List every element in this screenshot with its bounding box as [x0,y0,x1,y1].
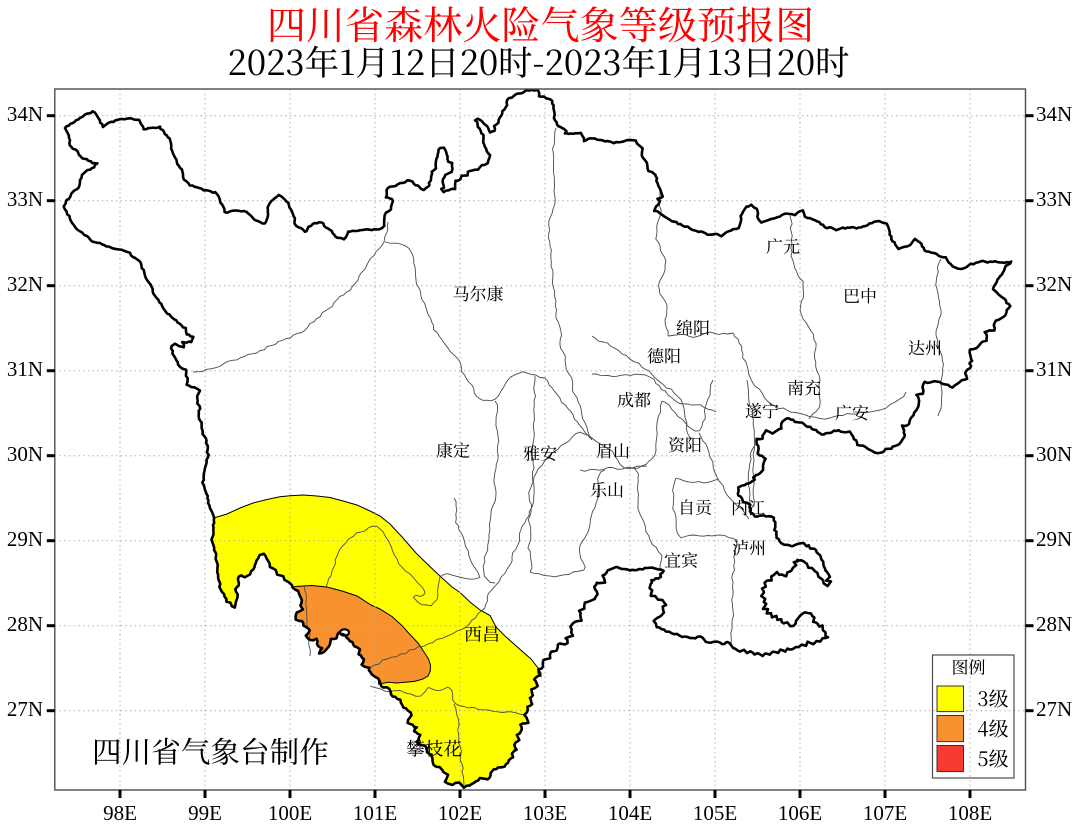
svg-text:34N: 34N [7,102,43,126]
svg-text:29N: 29N [7,527,43,551]
svg-text:34N: 34N [1036,102,1072,126]
svg-text:33N: 33N [7,187,43,211]
svg-text:27N: 27N [1036,697,1072,721]
svg-text:31N: 31N [1036,357,1072,381]
svg-text:32N: 32N [7,272,43,296]
svg-text:102E: 102E [438,801,482,825]
svg-text:98E: 98E [103,801,137,825]
svg-text:107E: 107E [863,801,907,825]
svg-text:99E: 99E [188,801,222,825]
svg-text:105E: 105E [693,801,737,825]
svg-text:27N: 27N [7,697,43,721]
svg-text:31N: 31N [7,357,43,381]
svg-text:28N: 28N [1036,612,1072,636]
svg-text:32N: 32N [1036,272,1072,296]
svg-text:29N: 29N [1036,527,1072,551]
svg-text:106E: 106E [778,801,822,825]
svg-text:103E: 103E [523,801,567,825]
svg-text:30N: 30N [1036,442,1072,466]
svg-text:104E: 104E [608,801,652,825]
svg-text:100E: 100E [268,801,312,825]
svg-text:33N: 33N [1036,187,1072,211]
svg-text:28N: 28N [7,612,43,636]
svg-text:108E: 108E [948,801,992,825]
svg-text:30N: 30N [7,442,43,466]
svg-text:101E: 101E [353,801,397,825]
